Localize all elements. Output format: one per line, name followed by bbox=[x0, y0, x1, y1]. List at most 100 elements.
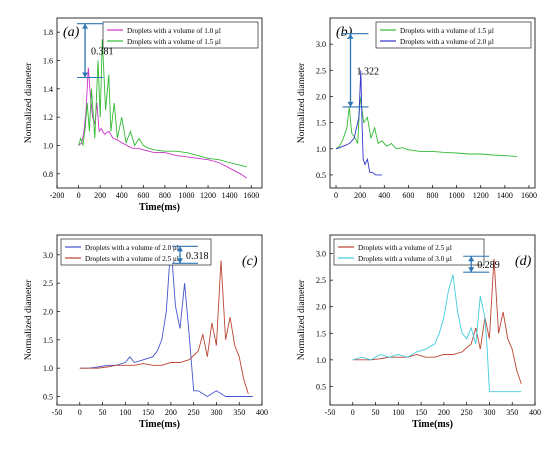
x-tick-label: 100 bbox=[119, 408, 131, 417]
annotation-arrowhead bbox=[177, 246, 183, 252]
legend-box bbox=[102, 21, 259, 49]
x-tick-label: 50 bbox=[99, 408, 107, 417]
x-tick-label: 400 bbox=[529, 408, 541, 417]
series-line bbox=[78, 67, 248, 179]
plot-frame bbox=[329, 234, 536, 406]
x-tick-label: 350 bbox=[506, 408, 518, 417]
plot-frame bbox=[56, 234, 263, 406]
x-tick-label: 1600 bbox=[521, 191, 537, 200]
x-tick-label: 1400 bbox=[222, 191, 238, 200]
x-tick-label: 1400 bbox=[497, 191, 513, 200]
x-tick-label: 0 bbox=[78, 408, 82, 417]
x-tick-label: 300 bbox=[483, 408, 495, 417]
x-tick-label: -200 bbox=[50, 191, 65, 200]
series-group bbox=[79, 243, 253, 398]
series-group bbox=[335, 70, 517, 176]
series-line bbox=[335, 70, 382, 176]
y-tick-label: 1.4 bbox=[43, 85, 53, 94]
x-tick-label: 1200 bbox=[473, 191, 489, 200]
x-tick-label: 50 bbox=[372, 408, 380, 417]
x-tick-label: 100 bbox=[392, 408, 404, 417]
y-tick-label: 0.8 bbox=[43, 170, 53, 179]
chart-panel: -200 0 200 400 600 800 1000 1200 1400 1600 0.8 1.0 1… bbox=[24, 17, 263, 213]
panel-label: (a) bbox=[63, 25, 80, 40]
y-tick-label: 2.0 bbox=[43, 308, 53, 317]
y-tick-label: 1.2 bbox=[43, 113, 53, 122]
x-tick-label: 300 bbox=[210, 408, 222, 417]
x-tick-label: 200 bbox=[94, 191, 106, 200]
y-axis-label: Normalized diameter bbox=[297, 62, 307, 143]
annotation-arrowhead bbox=[347, 101, 354, 107]
series-line bbox=[78, 39, 248, 168]
x-tick-label: 1000 bbox=[178, 191, 194, 200]
series-line bbox=[79, 243, 253, 398]
y-tick-label: 2.5 bbox=[43, 279, 53, 288]
legend-label: Droplets with a volume of 2.0 μl bbox=[85, 244, 179, 252]
y-tick-label: 1.5 bbox=[43, 336, 53, 345]
x-tick-label: 0 bbox=[77, 191, 81, 200]
legend-label: Droplets with a volume of 2.0 μl bbox=[400, 38, 494, 46]
x-axis-label: Time(ms) bbox=[139, 202, 180, 213]
annotation-value: 0.318 bbox=[186, 251, 209, 262]
panel-label: (b) bbox=[336, 25, 353, 40]
y-tick-label: 0.5 bbox=[316, 171, 326, 180]
y-tick-label: 1.6 bbox=[43, 57, 53, 66]
y-tick-label: 2.0 bbox=[316, 92, 326, 101]
x-tick-label: -50 bbox=[52, 408, 63, 417]
annotation-value: 1.322 bbox=[357, 66, 380, 77]
legend-box bbox=[60, 238, 212, 266]
legend-label: Droplets with a volume of 1.5 μl bbox=[127, 38, 221, 46]
x-tick-label: 0 bbox=[351, 408, 355, 417]
y-tick-label: 3.0 bbox=[43, 251, 53, 260]
y-tick-label: 3.0 bbox=[316, 250, 326, 259]
panel-label: (d) bbox=[515, 254, 532, 269]
y-axis-label: Normalized diameter bbox=[297, 279, 307, 360]
x-tick-label: 200 bbox=[165, 408, 177, 417]
chart-panel: -50 0 50 100 150 200 250 300 350 400 0.5 1.0 1.5 2.0 2… bbox=[24, 234, 268, 430]
x-tick-label: 600 bbox=[137, 191, 149, 200]
legend-label: Droplets with a volume of 1.0 μl bbox=[127, 27, 221, 35]
x-tick-label: 250 bbox=[188, 408, 200, 417]
y-tick-label: 2.0 bbox=[316, 303, 326, 312]
x-tick-label: 400 bbox=[378, 191, 390, 200]
y-tick-label: 1.5 bbox=[316, 119, 326, 128]
x-tick-label: 250 bbox=[461, 408, 473, 417]
y-tick-label: 1.8 bbox=[43, 28, 53, 37]
legend-box bbox=[333, 238, 485, 266]
annotation-value: 0.381 bbox=[91, 47, 114, 58]
x-tick-label: 350 bbox=[233, 408, 245, 417]
series-line bbox=[79, 260, 249, 394]
legend-label: Droplets with a volume of 2.5 μl bbox=[85, 255, 179, 263]
series-line bbox=[352, 274, 522, 393]
y-tick-label: 3.0 bbox=[316, 40, 326, 49]
x-tick-label: 0 bbox=[334, 191, 338, 200]
x-tick-label: 1600 bbox=[243, 191, 259, 200]
x-tick-label: 800 bbox=[159, 191, 171, 200]
annotation-arrowhead bbox=[177, 258, 183, 264]
series-group bbox=[78, 39, 248, 179]
annotation-arrowhead bbox=[82, 23, 89, 29]
legend-label: Droplets with a volume of 1.5 μl bbox=[400, 27, 494, 35]
y-tick-label: 1.0 bbox=[43, 142, 53, 151]
y-tick-label: 1.0 bbox=[316, 145, 326, 154]
annotation-value: 0.289 bbox=[477, 260, 500, 271]
y-tick-label: 0.5 bbox=[316, 382, 326, 391]
y-tick-label: 1.0 bbox=[43, 364, 53, 373]
x-tick-label: 600 bbox=[402, 191, 414, 200]
plot-frame bbox=[56, 17, 263, 189]
x-tick-label: 150 bbox=[415, 408, 427, 417]
y-tick-label: 1.0 bbox=[316, 356, 326, 365]
y-axis-label: Normalized diameter bbox=[24, 279, 34, 360]
x-axis-label: Time(ms) bbox=[412, 419, 453, 430]
chart-panel: 0 200 400 600 800 1000 1200 1400 1600 0.5 1.0 1.5 2.… bbox=[297, 17, 537, 200]
annotation-arrowhead bbox=[468, 256, 475, 262]
x-tick-label: 800 bbox=[427, 191, 439, 200]
y-tick-label: 0.5 bbox=[43, 393, 53, 402]
y-axis-label: Normalized diameter bbox=[24, 62, 34, 143]
series-line bbox=[335, 96, 517, 158]
legend-label: Droplets with a volume of 2.5 μl bbox=[358, 244, 452, 252]
chart-panel: -50 0 50 100 150 200 250 300 350 400 0.5 1.0 1.5 2.0 2… bbox=[297, 234, 541, 430]
x-tick-label: 200 bbox=[438, 408, 450, 417]
y-tick-label: 2.5 bbox=[316, 66, 326, 75]
y-tick-label: 2.5 bbox=[316, 276, 326, 285]
